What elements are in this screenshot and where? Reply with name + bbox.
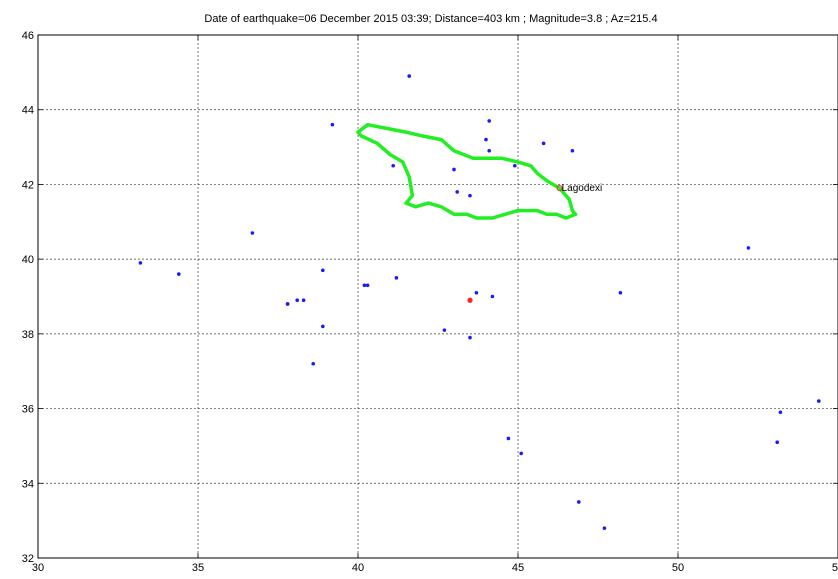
station-point — [311, 361, 316, 366]
station-point — [452, 167, 456, 172]
annotation-layer: Lagodexi — [556, 183, 603, 194]
station-point — [301, 298, 306, 303]
station-point — [490, 294, 495, 299]
station-point — [519, 451, 523, 456]
station-point — [487, 149, 492, 153]
station-point — [455, 190, 460, 194]
annotation-marker — [556, 185, 563, 192]
station-point — [391, 163, 396, 168]
x-tick-label: 55 — [832, 562, 838, 574]
station-point — [577, 500, 581, 504]
station-point — [285, 302, 290, 306]
axis-ticks: 30 35 40 45 50 55 32 34 36 38 40 42 44 46 — [22, 30, 838, 574]
station-point — [817, 399, 821, 403]
station-point — [321, 324, 325, 329]
grid-lines — [38, 35, 838, 558]
station-point — [541, 141, 546, 146]
epicenter-layer — [467, 297, 473, 303]
station-point — [468, 193, 472, 198]
station-point — [394, 276, 399, 280]
x-tick-label: 40 — [352, 562, 364, 574]
y-tick-label: 36 — [22, 404, 34, 416]
y-tick-label: 38 — [22, 329, 34, 341]
border-outline — [356, 122, 578, 220]
y-tick-label: 40 — [22, 254, 34, 266]
station-point — [484, 137, 488, 142]
x-tick-label: 50 — [672, 562, 684, 574]
station-point — [468, 335, 472, 340]
station-point — [474, 290, 479, 295]
station-point — [321, 268, 325, 273]
y-tick-label: 42 — [22, 179, 34, 191]
y-tick-label: 44 — [22, 105, 34, 117]
station-point — [362, 283, 367, 288]
station-point — [506, 436, 511, 441]
epicenter-point — [467, 297, 473, 303]
station-markers — [138, 74, 821, 530]
station-point — [330, 122, 335, 127]
station-point — [295, 298, 300, 303]
station-point — [513, 163, 517, 168]
chart-title: Date of earthquake=06 December 2015 03:3… — [204, 13, 657, 25]
station-point — [138, 261, 143, 265]
station-point — [442, 328, 447, 332]
station-point — [618, 290, 623, 295]
x-tick-label: 45 — [512, 562, 524, 574]
georgia-border — [356, 122, 578, 220]
y-tick-label: 34 — [22, 478, 34, 490]
plot-frame — [37, 34, 838, 559]
station-point — [775, 440, 779, 444]
annotation-label: Lagodexi — [562, 183, 603, 194]
y-tick-label: 32 — [22, 553, 34, 565]
station-point — [365, 283, 370, 288]
station-point — [407, 74, 412, 78]
station-point — [177, 272, 181, 276]
station-point — [602, 526, 607, 530]
station-point — [778, 410, 783, 415]
y-tick-label: 46 — [22, 30, 34, 42]
station-point — [250, 231, 255, 235]
station-point — [487, 119, 492, 123]
station-point — [746, 246, 751, 250]
x-tick-label: 35 — [192, 562, 204, 574]
station-point — [570, 149, 575, 153]
x-tick-label: 30 — [32, 562, 44, 574]
